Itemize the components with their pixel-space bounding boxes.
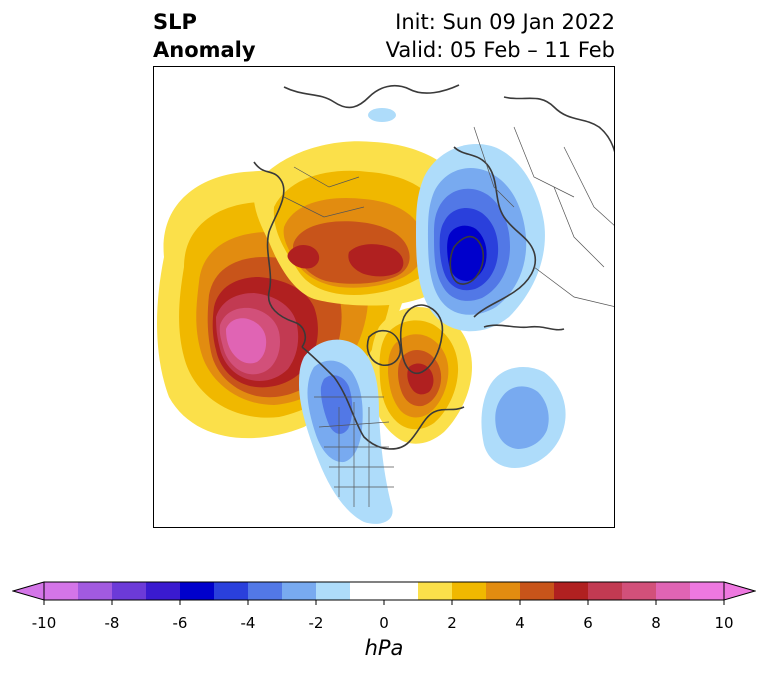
colorbar-segment — [248, 582, 283, 600]
low-anomaly-europe — [416, 144, 545, 332]
colorbar-tick-label: 0 — [379, 614, 389, 632]
colorbar-segment — [452, 582, 487, 600]
colorbar-segment — [180, 582, 215, 600]
colorbar-segment — [656, 582, 691, 600]
colorbar-segment — [146, 582, 181, 600]
valid-period: Init: Sun 09 Jan 2022 Valid: 05 Feb – 11… — [386, 8, 615, 64]
low-anomaly-atlantic — [481, 367, 566, 468]
colorbar-tick-label: -10 — [31, 614, 57, 632]
colorbar-segment — [282, 582, 317, 600]
title-line-1: SLP — [153, 10, 197, 34]
colorbar-tick-label: 4 — [515, 614, 525, 632]
colorbar-segment — [588, 582, 623, 600]
colorbar-segment — [112, 582, 147, 600]
colorbar-segment — [44, 582, 79, 600]
colorbar-tick-label: 2 — [447, 614, 457, 632]
colorbar-segment — [554, 582, 589, 600]
colorbar-tick-label: -6 — [172, 614, 188, 632]
colorbar-segment — [690, 582, 725, 600]
colorbar-extend-min — [11, 581, 45, 601]
colorbar-tick-label: 6 — [583, 614, 593, 632]
colorbar-segment — [486, 582, 521, 600]
colorbar-tick-label: -2 — [308, 614, 324, 632]
colorbar-tick-label: 10 — [714, 614, 734, 632]
colorbar-segment — [418, 582, 453, 600]
colorbar-segment — [316, 582, 351, 600]
political-borders — [283, 126, 614, 507]
colorbar-segment — [622, 582, 657, 600]
low-anomaly-arctic-small — [368, 108, 396, 122]
colorbar-segment — [350, 582, 385, 600]
colorbar-unit: hPa — [364, 636, 404, 660]
colorbar-segment — [520, 582, 555, 600]
colorbar — [11, 580, 757, 618]
map-title: SLP Anomaly — [153, 8, 256, 64]
title-line-2: Anomaly — [153, 38, 256, 62]
colorbar-tick-label: -8 — [104, 614, 120, 632]
valid-range: Valid: 05 Feb – 11 Feb — [385, 38, 615, 62]
anomaly-map — [153, 66, 615, 528]
colorbar-segment — [78, 582, 113, 600]
map-canvas — [154, 67, 614, 527]
init-date: Init: Sun 09 Jan 2022 — [395, 10, 615, 34]
colorbar-segment — [384, 582, 419, 600]
colorbar-tick-label: -4 — [240, 614, 256, 632]
low-anomaly-north-america — [299, 339, 393, 524]
colorbar-extend-max — [723, 581, 757, 601]
colorbar-segment — [214, 582, 249, 600]
colorbar-tick-label: 8 — [651, 614, 661, 632]
colorbar-svg — [11, 581, 757, 605]
high-anomaly-arctic — [253, 141, 477, 306]
